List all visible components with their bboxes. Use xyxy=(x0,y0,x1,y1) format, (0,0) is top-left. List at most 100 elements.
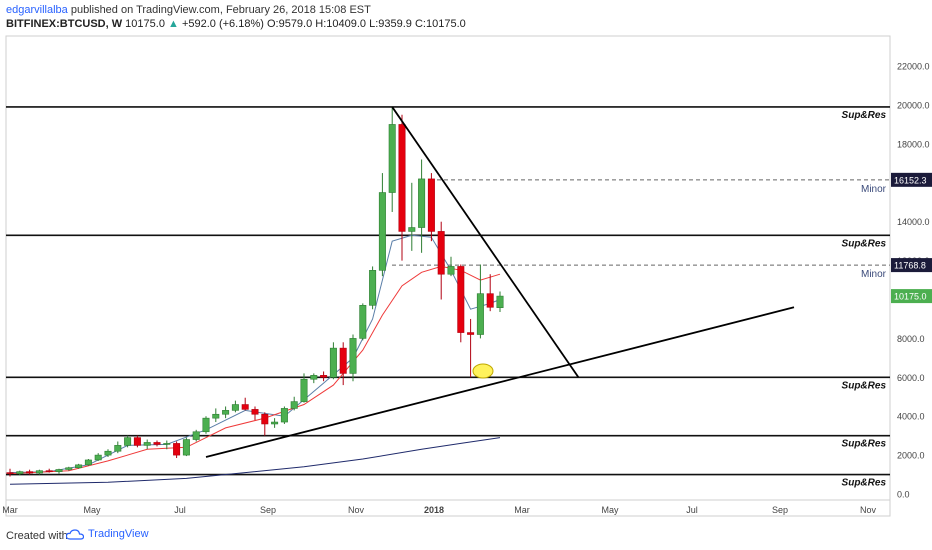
y-tick-label: 22000.0 xyxy=(897,62,930,72)
candle-down xyxy=(251,409,259,415)
candle-up xyxy=(75,464,83,469)
support-resistance-label: Sup&Res xyxy=(842,110,887,121)
candle-up xyxy=(300,378,308,402)
candle-down xyxy=(45,470,53,472)
chart-header: edgarvillalba published on TradingView.c… xyxy=(6,3,466,31)
candle-up xyxy=(202,417,210,433)
candle-up xyxy=(408,227,416,232)
y-tick-label: 4000.0 xyxy=(897,412,925,422)
candle-up xyxy=(94,454,102,461)
x-tick-label: Mar xyxy=(2,505,18,515)
x-tick-label: Mar xyxy=(514,505,530,515)
candle-down xyxy=(6,472,14,474)
candle-down xyxy=(320,375,328,378)
tradingview-brand: TradingView xyxy=(88,528,149,540)
last-price: 10175.0 xyxy=(125,18,165,30)
publish-line: edgarvillalba published on TradingView.c… xyxy=(6,3,466,17)
y-tick-label: 2000.0 xyxy=(897,451,925,461)
candle-up xyxy=(349,338,357,374)
candle-up xyxy=(418,178,426,228)
candle-up xyxy=(329,347,337,378)
author-link[interactable]: edgarvillalba xyxy=(6,4,68,16)
ohlc-values: O:9579.0 H:10409.0 L:9359.9 C:10175.0 xyxy=(266,18,466,30)
x-tick-label: Nov xyxy=(860,505,877,515)
candle-up xyxy=(104,450,112,456)
candle-up xyxy=(447,266,455,275)
candle-down xyxy=(261,413,269,425)
x-tick-label: May xyxy=(601,505,619,515)
price-chart[interactable]: 22000.020000.018000.016000.014000.012000… xyxy=(0,0,932,520)
sma-slow-line xyxy=(9,437,501,485)
price-tag-text: 16152.3 xyxy=(894,175,927,185)
candle-up xyxy=(359,305,367,339)
minor-level-label: Minor xyxy=(861,184,887,195)
candle-up xyxy=(271,421,279,425)
support-resistance-label: Sup&Res xyxy=(842,439,887,450)
footer: Created with TradingView xyxy=(0,524,932,550)
symbol-line: BITFINEX:BTCUSD, W 10175.0 ▲ +592.0 (+6.… xyxy=(6,17,466,31)
candle-up xyxy=(388,124,396,193)
candle-down xyxy=(427,178,435,232)
tradingview-link[interactable]: TradingView xyxy=(66,528,149,540)
candle-up xyxy=(378,192,386,271)
symbol-name: BITFINEX:BTCUSD, W xyxy=(6,18,123,30)
price-change: +592.0 (+6.18%) xyxy=(181,18,264,30)
candle-up xyxy=(65,467,73,470)
candle-up xyxy=(55,469,63,472)
minor-level-label: Minor xyxy=(861,269,887,280)
candle-up xyxy=(84,459,92,466)
candle-up xyxy=(114,445,122,452)
candle-down xyxy=(153,442,161,445)
price-tag-bg xyxy=(891,172,932,187)
y-tick-label: 6000.0 xyxy=(897,373,925,383)
y-tick-label: 8000.0 xyxy=(897,334,925,344)
candle-down xyxy=(457,266,465,333)
candle-down xyxy=(133,437,141,446)
candle-up xyxy=(16,471,24,474)
candle-up xyxy=(290,401,298,409)
candle-up xyxy=(310,375,318,380)
ema-long-line xyxy=(9,265,501,475)
y-tick-label: 14000.0 xyxy=(897,217,930,227)
low-marker-ellipse xyxy=(472,363,494,379)
y-tick-label: 18000.0 xyxy=(897,139,930,149)
candle-up xyxy=(212,413,220,419)
x-tick-label: 2018 xyxy=(424,505,444,515)
candle-down xyxy=(26,471,34,474)
candle-down xyxy=(339,347,347,374)
candle-up xyxy=(476,293,484,335)
x-tick-label: May xyxy=(83,505,101,515)
candle-down xyxy=(437,231,445,275)
candle-up xyxy=(369,270,377,306)
candle-up xyxy=(222,410,230,415)
candle-down xyxy=(241,404,249,410)
candle-up xyxy=(163,443,171,445)
y-tick-label: 20000.0 xyxy=(897,101,930,111)
price-tag-bg xyxy=(891,258,932,273)
x-tick-label: Nov xyxy=(348,505,365,515)
candle-up xyxy=(280,408,288,423)
candle-down xyxy=(467,332,475,335)
candle-up xyxy=(496,295,504,308)
candle-up xyxy=(192,431,200,440)
candle-up xyxy=(143,442,151,446)
y-tick-label: 0.0 xyxy=(897,490,910,500)
price-tag-text: 11768.8 xyxy=(894,261,926,271)
x-tick-label: Sep xyxy=(260,505,276,515)
x-tick-label: Jul xyxy=(174,505,186,515)
candle-up xyxy=(231,404,239,411)
current-price-tag-text: 10175.0 xyxy=(894,292,927,302)
candle-down xyxy=(173,443,181,456)
candle-up xyxy=(182,439,190,456)
descending-trendline xyxy=(391,106,580,378)
ascending-trendline xyxy=(205,306,795,458)
support-resistance-label: Sup&Res xyxy=(842,380,887,391)
support-resistance-label: Sup&Res xyxy=(842,238,887,249)
up-arrow-icon: ▲ xyxy=(168,18,179,30)
x-tick-label: Jul xyxy=(686,505,698,515)
candle-down xyxy=(398,124,406,232)
x-tick-label: Sep xyxy=(772,505,788,515)
current-price-tag-bg xyxy=(891,289,932,304)
support-resistance-label: Sup&Res xyxy=(842,478,887,489)
created-with-label: Created with xyxy=(6,530,68,542)
